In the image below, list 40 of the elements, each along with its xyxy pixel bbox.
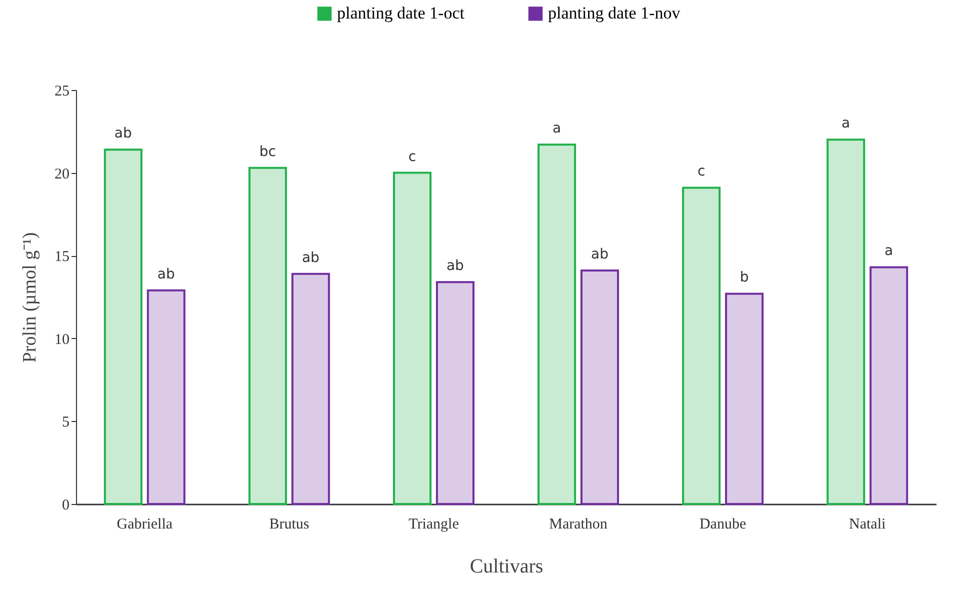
bar xyxy=(580,270,620,505)
data-label: ab xyxy=(157,266,175,282)
x-tick-label: Gabriella xyxy=(116,516,173,532)
y-tick-label: 25 xyxy=(54,84,70,100)
bar xyxy=(291,272,330,505)
data-label: ab xyxy=(446,258,464,274)
bar xyxy=(248,166,287,505)
bar xyxy=(826,138,866,505)
y-tick-label: 5 xyxy=(62,414,70,431)
data-label: ab xyxy=(114,126,132,142)
bar xyxy=(870,266,908,505)
bar xyxy=(392,172,432,505)
y-tick-label: 15 xyxy=(54,249,70,266)
y-tick-label: 0 xyxy=(62,498,70,514)
y-tick-label: 20 xyxy=(54,166,70,182)
data-label: c xyxy=(697,164,706,180)
bar xyxy=(104,148,142,505)
data-label: a xyxy=(884,243,894,260)
bar xyxy=(538,144,576,505)
y-tick-label: 10 xyxy=(54,332,70,348)
legend-label: planting date 1-oct xyxy=(337,4,465,23)
data-label: a xyxy=(552,120,562,137)
legend-label: planting date 1-nov xyxy=(548,4,681,23)
data-label: c xyxy=(408,148,416,165)
bar xyxy=(682,186,721,505)
x-tick-label: Danube xyxy=(699,516,746,532)
x-tick-label: Triangle xyxy=(408,516,460,532)
data-label: ab xyxy=(591,246,609,263)
x-tick-label: Marathon xyxy=(549,516,608,532)
data-label: bc xyxy=(259,144,276,160)
bar xyxy=(146,289,186,505)
x-tick-label: Natali xyxy=(849,516,886,532)
y-axis-title: Prolin (µmol g⁻¹) xyxy=(20,232,40,363)
x-tick-label: Brutus xyxy=(269,516,310,532)
bar xyxy=(436,281,474,505)
bar xyxy=(725,292,764,505)
x-axis-title: Cultivars xyxy=(470,556,544,578)
data-label: b xyxy=(740,270,749,286)
data-label: ab xyxy=(302,250,320,266)
data-label: a xyxy=(842,116,850,132)
